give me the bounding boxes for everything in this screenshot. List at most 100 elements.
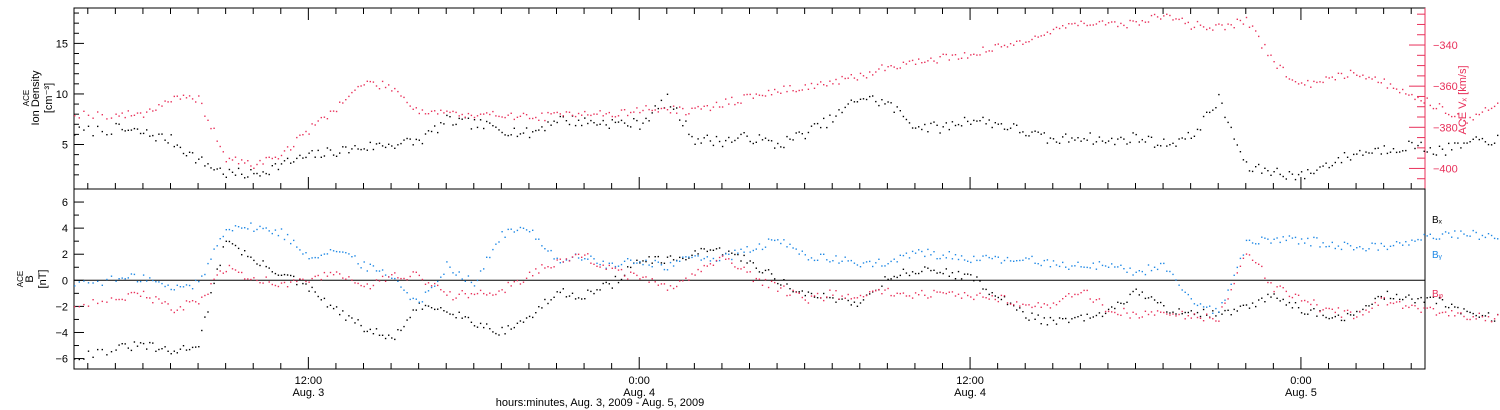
b-component-0-point [617,281,620,284]
b-component-2-point [375,279,378,281]
b-component-2-point [121,298,123,301]
b-component-0-point [896,276,898,279]
b-component-0-point [366,330,368,333]
b-component-0-point [1353,314,1355,316]
b-component-0-point [437,308,439,310]
b-component-1-point [1160,262,1162,265]
vx-point [458,115,460,117]
vx-point [1156,16,1159,18]
b-component-0-point [1104,312,1107,315]
b-component-1-point [899,254,901,256]
ion-density-point [244,177,246,179]
b-component-2-point [357,282,359,285]
vx-point [1346,76,1349,78]
b-component-2-point [1196,316,1199,319]
vx-point [234,156,237,158]
b-component-0-point [164,346,166,348]
ion-density-point [1126,143,1128,145]
b-component-0-point [743,254,745,257]
b-component-0-point [577,297,580,299]
b-component-0-point [528,315,531,318]
ion-density-point [467,117,470,119]
b-component-0-point [1212,310,1214,312]
ion-density-point [1454,142,1456,144]
b-component-1-point [660,264,663,266]
b-component-1-point [525,229,528,231]
b-component-0-point [1006,303,1009,306]
b-component-2-point [795,291,797,294]
b-component-2-point [470,293,473,295]
b-component-0-point [452,313,454,316]
vx-point [378,88,381,90]
b-component-2-point [1169,314,1171,316]
ion-density-point [406,137,408,140]
b-component-1-point [1209,305,1211,307]
vx-point [1074,22,1076,25]
b-component-0-point [1077,316,1079,318]
vx-point [467,112,470,115]
vx-point [1389,83,1392,85]
vx-point [676,112,678,114]
ion-density-point [1490,144,1493,146]
b-component-0-point [1441,299,1444,301]
b-component-0-point [1016,309,1018,311]
ion-density-point [1478,138,1480,141]
b-component-2-point [452,299,454,301]
ion-density-point [1337,157,1340,159]
b-component-0-point [660,262,663,264]
ion-density-point [847,103,849,105]
vx-point [1264,43,1266,46]
b-component-2-point [522,281,525,283]
ion-density-point [430,130,433,133]
b-component-0-point [1356,310,1358,313]
ion-density-point [354,145,356,147]
ion-density-point [820,126,822,129]
b-component-1-point [513,231,515,233]
b-component-2-point [1402,307,1404,309]
b-component-1-point [795,248,797,250]
vx-point [384,86,387,89]
b-component-2-point [486,294,488,296]
b-component-0-point [593,292,595,295]
ion-density-point [1206,111,1208,113]
b-component-1-point [1055,264,1058,266]
b-component-0-point [241,254,243,256]
ion-density-point [507,134,509,137]
b-component-1-point [1374,242,1376,245]
ion-density-point [783,146,785,149]
b-component-1-point [1414,240,1416,242]
b-component-1-point [335,250,338,253]
b-component-2-point [1028,304,1030,306]
b-component-2-point [1003,295,1006,297]
b-component-1-point [1420,239,1422,241]
b-component-1-point [185,284,188,286]
b-component-1-point [973,255,975,258]
b-component-1-point [1058,265,1061,268]
b-component-2-point [1300,300,1303,302]
ion-density-point [421,142,424,145]
b-component-2-point [832,294,834,296]
b-component-1-point [1224,299,1226,301]
b-component-1-point [1395,241,1398,243]
b-axis-label: ACE B [nT] [16,270,49,289]
b-component-1-point [565,259,568,261]
b-component-0-point [293,275,295,278]
ion-density-point [645,117,647,120]
ion-density-point [911,127,914,129]
b-component-0-point [501,326,503,329]
b-component-0-point [1150,296,1153,298]
ion-density-point [369,141,371,144]
b-component-0-point [381,334,384,336]
vx-point [1123,24,1125,27]
b-component-0-point [182,345,185,347]
ion-density-point [856,101,859,103]
vx-point [651,109,653,112]
b-component-0-point [498,334,500,336]
b-component-2-point [1190,317,1192,319]
b-component-1-point [317,257,319,259]
b-component-0-point [317,295,319,298]
vx-point [152,110,154,112]
b-component-2-point [568,260,571,262]
ion-density-point [596,124,598,126]
b-component-2-point [1423,307,1425,309]
